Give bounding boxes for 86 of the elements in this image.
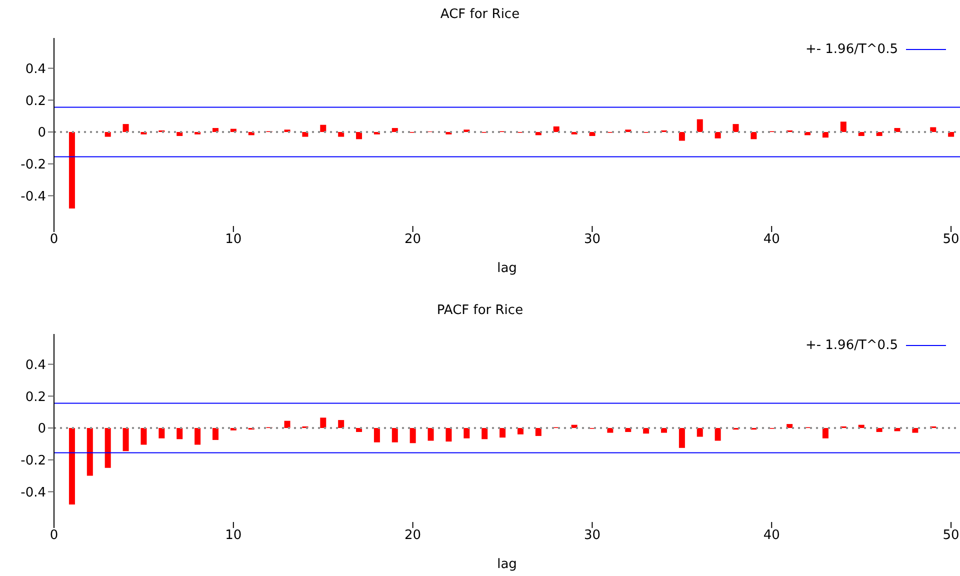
bar <box>678 132 685 141</box>
bar <box>894 128 900 132</box>
bar <box>194 428 201 445</box>
y-tick-label: 0 <box>38 126 46 141</box>
y-tick-label: -0.4 <box>20 485 46 500</box>
y-tick-label: 0.2 <box>25 94 46 109</box>
legend-label: +- 1.96/T^0.5 <box>805 42 898 57</box>
x-tick-label: 50 <box>942 528 960 544</box>
x-tick-label: 0 <box>50 528 58 544</box>
bar <box>500 428 506 438</box>
bar <box>212 428 218 440</box>
x-tick-label: 40 <box>763 232 780 248</box>
y-tick-label: -0.4 <box>20 189 46 204</box>
bar <box>714 428 721 441</box>
bar <box>320 418 326 428</box>
bar <box>553 126 560 132</box>
bar <box>212 128 218 132</box>
bar <box>822 428 828 438</box>
y-tick-label: 0 <box>38 422 46 437</box>
bar <box>122 124 129 132</box>
bar <box>392 128 398 132</box>
bar <box>948 132 954 137</box>
bar <box>876 132 882 136</box>
bar <box>302 132 308 137</box>
bar <box>464 428 470 438</box>
legend-label: +- 1.96/T^0.5 <box>805 338 898 353</box>
bar <box>786 424 793 428</box>
x-tick-label: 30 <box>584 528 600 544</box>
bar <box>428 428 434 441</box>
bar <box>750 132 757 140</box>
x-tick-label: 50 <box>942 232 960 248</box>
x-tick-label: 0 <box>50 232 58 248</box>
x-tick-label: 10 <box>225 232 242 248</box>
bar <box>714 132 721 138</box>
bar <box>912 428 918 433</box>
bar <box>589 132 596 136</box>
bar <box>446 428 452 442</box>
y-tick-label: 0.4 <box>25 62 46 77</box>
bar <box>284 420 290 428</box>
bar <box>517 428 524 434</box>
chart-title: ACF for Rice <box>439 6 521 24</box>
bar <box>122 428 129 452</box>
bar <box>86 428 93 476</box>
bar <box>607 428 614 433</box>
y-tick-label: -0.2 <box>20 453 46 468</box>
bar <box>338 420 344 428</box>
bar <box>840 122 846 132</box>
bar <box>732 124 739 132</box>
bar <box>104 428 111 468</box>
bar <box>176 428 183 440</box>
bar <box>661 428 668 433</box>
x-axis-title: lag <box>497 557 517 572</box>
y-tick-label: 0.2 <box>25 390 46 405</box>
bar <box>68 428 75 504</box>
bar <box>68 132 75 208</box>
bar <box>696 119 703 132</box>
bar <box>176 132 183 136</box>
bar <box>338 132 344 137</box>
bar <box>140 428 147 445</box>
y-tick-label: 0.4 <box>25 358 46 373</box>
bar <box>356 428 362 432</box>
bar <box>858 132 864 136</box>
x-tick-label: 40 <box>763 528 780 544</box>
x-axis-title: lag <box>497 261 517 276</box>
bar <box>625 428 632 432</box>
bar <box>643 428 650 434</box>
bar <box>320 124 326 132</box>
x-tick-label: 20 <box>404 528 422 544</box>
bar <box>374 428 380 442</box>
bar <box>535 428 542 436</box>
x-tick-label: 10 <box>225 528 242 544</box>
x-tick-label: 20 <box>404 232 422 248</box>
y-tick-label: -0.2 <box>20 157 46 172</box>
bar <box>104 132 111 137</box>
bar <box>930 127 936 132</box>
bar <box>410 428 416 444</box>
bar <box>356 132 362 140</box>
x-tick-label: 30 <box>584 232 600 248</box>
chart-title: PACF for Rice <box>436 302 524 320</box>
bar <box>482 428 488 440</box>
bar <box>158 428 165 438</box>
bar <box>876 428 882 432</box>
bar <box>696 428 703 437</box>
bar <box>822 132 828 138</box>
bar <box>678 428 685 448</box>
bar <box>392 428 398 442</box>
